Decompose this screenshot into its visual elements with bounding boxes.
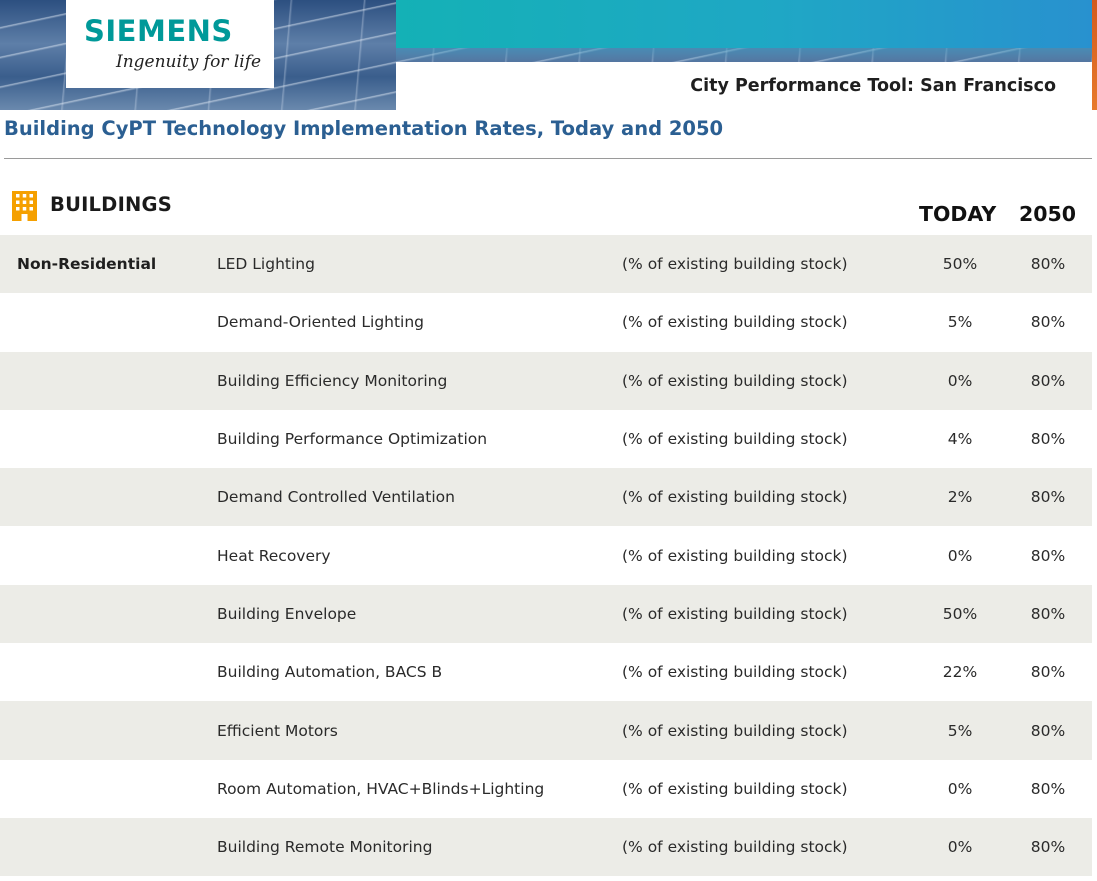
header-banner: SIEMENS Ingenuity for life City Performa… [0, 0, 1092, 110]
row-unit: (% of existing building stock) [622, 779, 848, 798]
row-2050-value: 80% [1030, 430, 1066, 449]
row-technology: LED Lighting [217, 255, 315, 274]
orange-edge-stripe [1092, 0, 1097, 110]
table-row: Building Envelope (% of existing buildin… [0, 584, 1092, 644]
table-row: Building Remote Monitoring (% of existin… [0, 817, 1092, 877]
row-technology: Room Automation, HVAC+Blinds+Lighting [217, 779, 545, 798]
brand-tagline: Ingenuity for life [116, 52, 262, 72]
page-title: Building CyPT Technology Implementation … [4, 117, 724, 140]
row-today-value: 5% [947, 313, 973, 332]
row-technology: Heat Recovery [217, 546, 331, 565]
row-technology: Building Efficiency Monitoring [217, 371, 448, 390]
row-2050-value: 80% [1030, 255, 1066, 274]
row-2050-value: 80% [1030, 838, 1066, 857]
row-technology: Building Remote Monitoring [217, 838, 433, 857]
table-row: Building Efficiency Monitoring (% of exi… [0, 351, 1092, 410]
row-unit: (% of existing building stock) [622, 663, 848, 682]
row-2050-value: 80% [1030, 546, 1066, 565]
tool-title: City Performance Tool: San Francisco [690, 76, 1056, 96]
implementation-rates-table: Non-Residential LED Lighting (% of exist… [0, 235, 1092, 877]
row-2050-value: 80% [1030, 313, 1066, 332]
row-technology: Efficient Motors [217, 721, 338, 740]
row-technology: Demand Controlled Ventilation [217, 488, 455, 507]
column-header-today: TODAY [919, 202, 997, 226]
row-today-value: 4% [947, 430, 973, 449]
row-technology: Demand-Oriented Lighting [217, 313, 425, 332]
tool-title-box: City Performance Tool: San Francisco [396, 62, 1092, 110]
row-today-value: 2% [947, 488, 973, 507]
table-row: Building Performance Optimization (% of … [0, 410, 1092, 468]
teal-accent-bar [396, 0, 1092, 48]
row-today-value: 0% [947, 371, 973, 390]
row-unit: (% of existing building stock) [622, 371, 848, 390]
row-today-value: 5% [947, 721, 973, 740]
row-2050-value: 80% [1030, 371, 1066, 390]
row-technology: Building Performance Optimization [217, 430, 488, 449]
building-icon [12, 191, 37, 221]
siemens-logo: SIEMENS Ingenuity for life [66, 0, 274, 88]
heading-divider [4, 158, 1092, 159]
row-2050-value: 80% [1030, 779, 1066, 798]
row-2050-value: 80% [1030, 663, 1066, 682]
brand-wordmark: SIEMENS [84, 14, 233, 48]
table-row: Room Automation, HVAC+Blinds+Lighting (%… [0, 760, 1092, 818]
table-row: Efficient Motors (% of existing building… [0, 701, 1092, 760]
row-today-value: 0% [947, 546, 973, 565]
row-technology: Building Automation, BACS B [217, 663, 443, 682]
row-2050-value: 80% [1030, 721, 1066, 740]
row-unit: (% of existing building stock) [622, 838, 848, 857]
row-today-value: 22% [942, 663, 978, 682]
row-unit: (% of existing building stock) [622, 430, 848, 449]
table-row: Non-Residential LED Lighting (% of exist… [0, 235, 1092, 294]
row-today-value: 0% [947, 779, 973, 798]
row-today-value: 0% [947, 838, 973, 857]
row-unit: (% of existing building stock) [622, 488, 848, 507]
table-row: Building Automation, BACS B (% of existi… [0, 643, 1092, 701]
table-row: Demand Controlled Ventilation (% of exis… [0, 468, 1092, 527]
row-unit: (% of existing building stock) [622, 313, 848, 332]
row-2050-value: 80% [1030, 488, 1066, 507]
row-unit: (% of existing building stock) [622, 255, 848, 274]
row-technology: Building Envelope [217, 604, 357, 623]
row-unit: (% of existing building stock) [622, 546, 848, 565]
section-label: BUILDINGS [50, 193, 172, 216]
row-2050-value: 80% [1030, 604, 1066, 623]
row-category: Non-Residential [17, 255, 157, 274]
row-today-value: 50% [942, 604, 978, 623]
table-row: Heat Recovery (% of existing building st… [0, 526, 1092, 584]
column-header-2050: 2050 [1019, 202, 1077, 226]
row-unit: (% of existing building stock) [622, 721, 848, 740]
table-row: Demand-Oriented Lighting (% of existing … [0, 293, 1092, 351]
row-unit: (% of existing building stock) [622, 604, 848, 623]
row-today-value: 50% [942, 255, 978, 274]
teal-accent-fade [396, 48, 1092, 62]
